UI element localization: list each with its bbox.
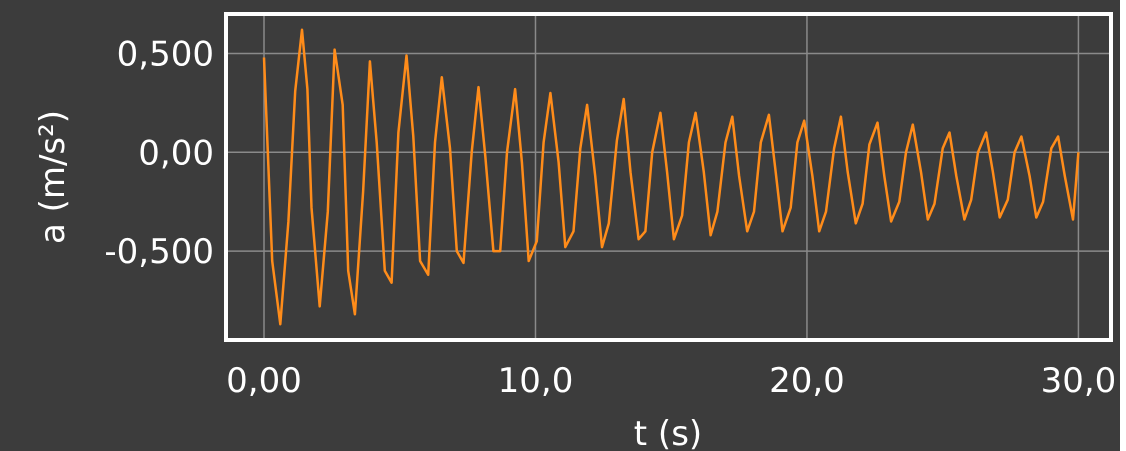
acceleration-series-line bbox=[262, 28, 1080, 326]
plot-frame bbox=[224, 12, 1113, 342]
x-axis-label: t (s) bbox=[634, 414, 702, 451]
x-tick-label: 30,0 bbox=[1041, 361, 1117, 401]
y-tick-label: -0,500 bbox=[104, 232, 214, 272]
x-tick-label: 20,0 bbox=[769, 361, 845, 401]
y-axis-ticks: 0,500 0,00 -0,500 bbox=[104, 35, 214, 273]
x-axis-ticks: 0,00 10,0 20,0 30,0 bbox=[226, 361, 1116, 401]
y-tick-label: 0,00 bbox=[138, 133, 214, 173]
y-tick-label: 0,500 bbox=[117, 35, 214, 75]
y-axis-label: a (m/s²) bbox=[33, 110, 73, 244]
series-layer bbox=[262, 28, 1080, 326]
x-tick-label: 0,00 bbox=[226, 361, 302, 401]
x-tick-label: 10,0 bbox=[498, 361, 574, 401]
grid bbox=[226, 14, 1111, 340]
